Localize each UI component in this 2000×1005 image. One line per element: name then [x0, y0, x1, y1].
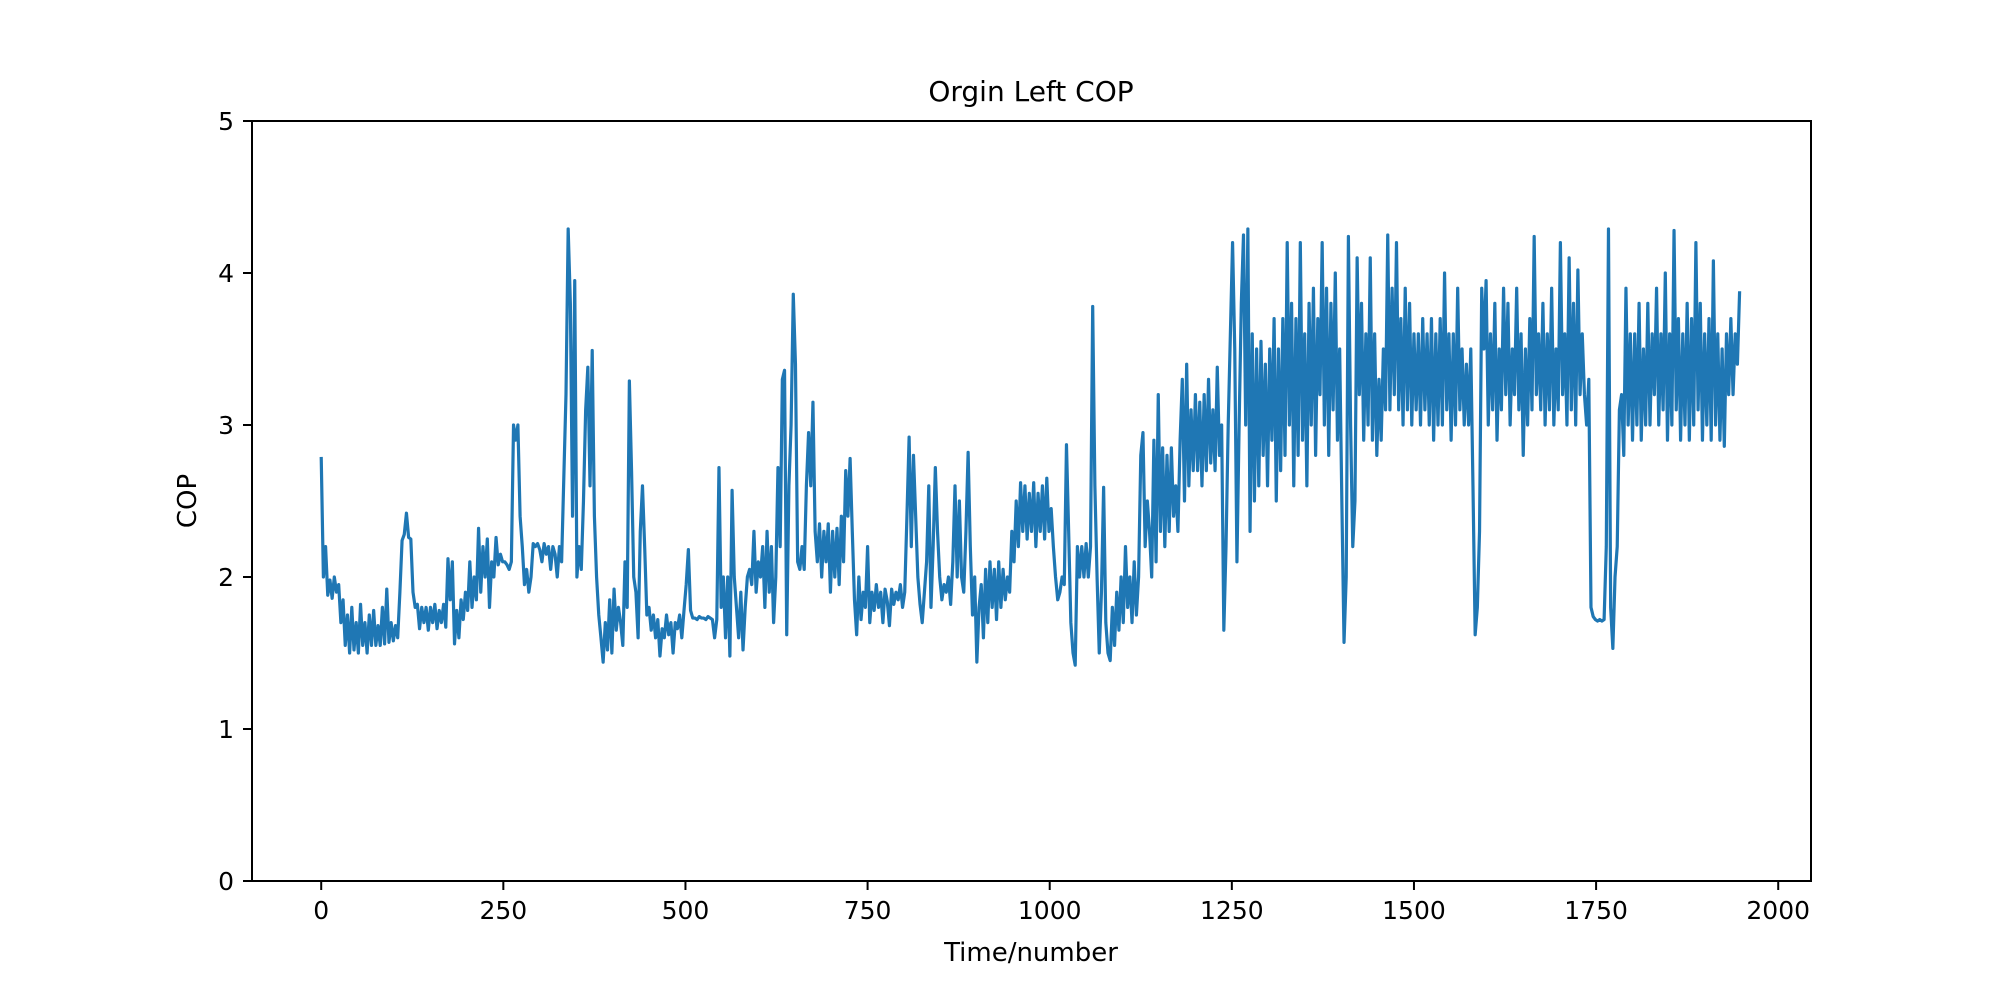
x-tick-label: 1500	[1382, 896, 1446, 925]
y-tick-label: 4	[218, 259, 234, 288]
x-tick-label: 1750	[1564, 896, 1628, 925]
y-tick-label: 5	[218, 107, 234, 136]
y-tick-label: 3	[218, 411, 234, 440]
x-axis-label: Time/number	[943, 938, 1118, 968]
y-tick-label: 2	[218, 563, 234, 592]
x-axis-ticks: 0 250 500 750 1000 1250 1500 1750 2000	[313, 881, 1810, 925]
x-tick-label: 250	[479, 896, 527, 925]
chart-title: Orgin Left COP	[928, 75, 1133, 108]
series-line-0	[319, 227, 1742, 667]
x-tick-label: 750	[844, 896, 892, 925]
plot-frame	[251, 120, 1812, 882]
x-tick-label: 1250	[1200, 896, 1264, 925]
x-tick-label: 1000	[1018, 896, 1082, 925]
series-layer	[319, 227, 1742, 667]
y-tick-label: 1	[218, 715, 234, 744]
y-tick-label: 0	[218, 867, 234, 896]
x-tick-label: 500	[662, 896, 710, 925]
x-tick-label: 2000	[1746, 896, 1810, 925]
x-tick-label: 0	[313, 896, 329, 925]
y-axis-label: COP	[173, 474, 203, 528]
y-axis-ticks: 0 1 2 3 4 5	[218, 107, 252, 896]
